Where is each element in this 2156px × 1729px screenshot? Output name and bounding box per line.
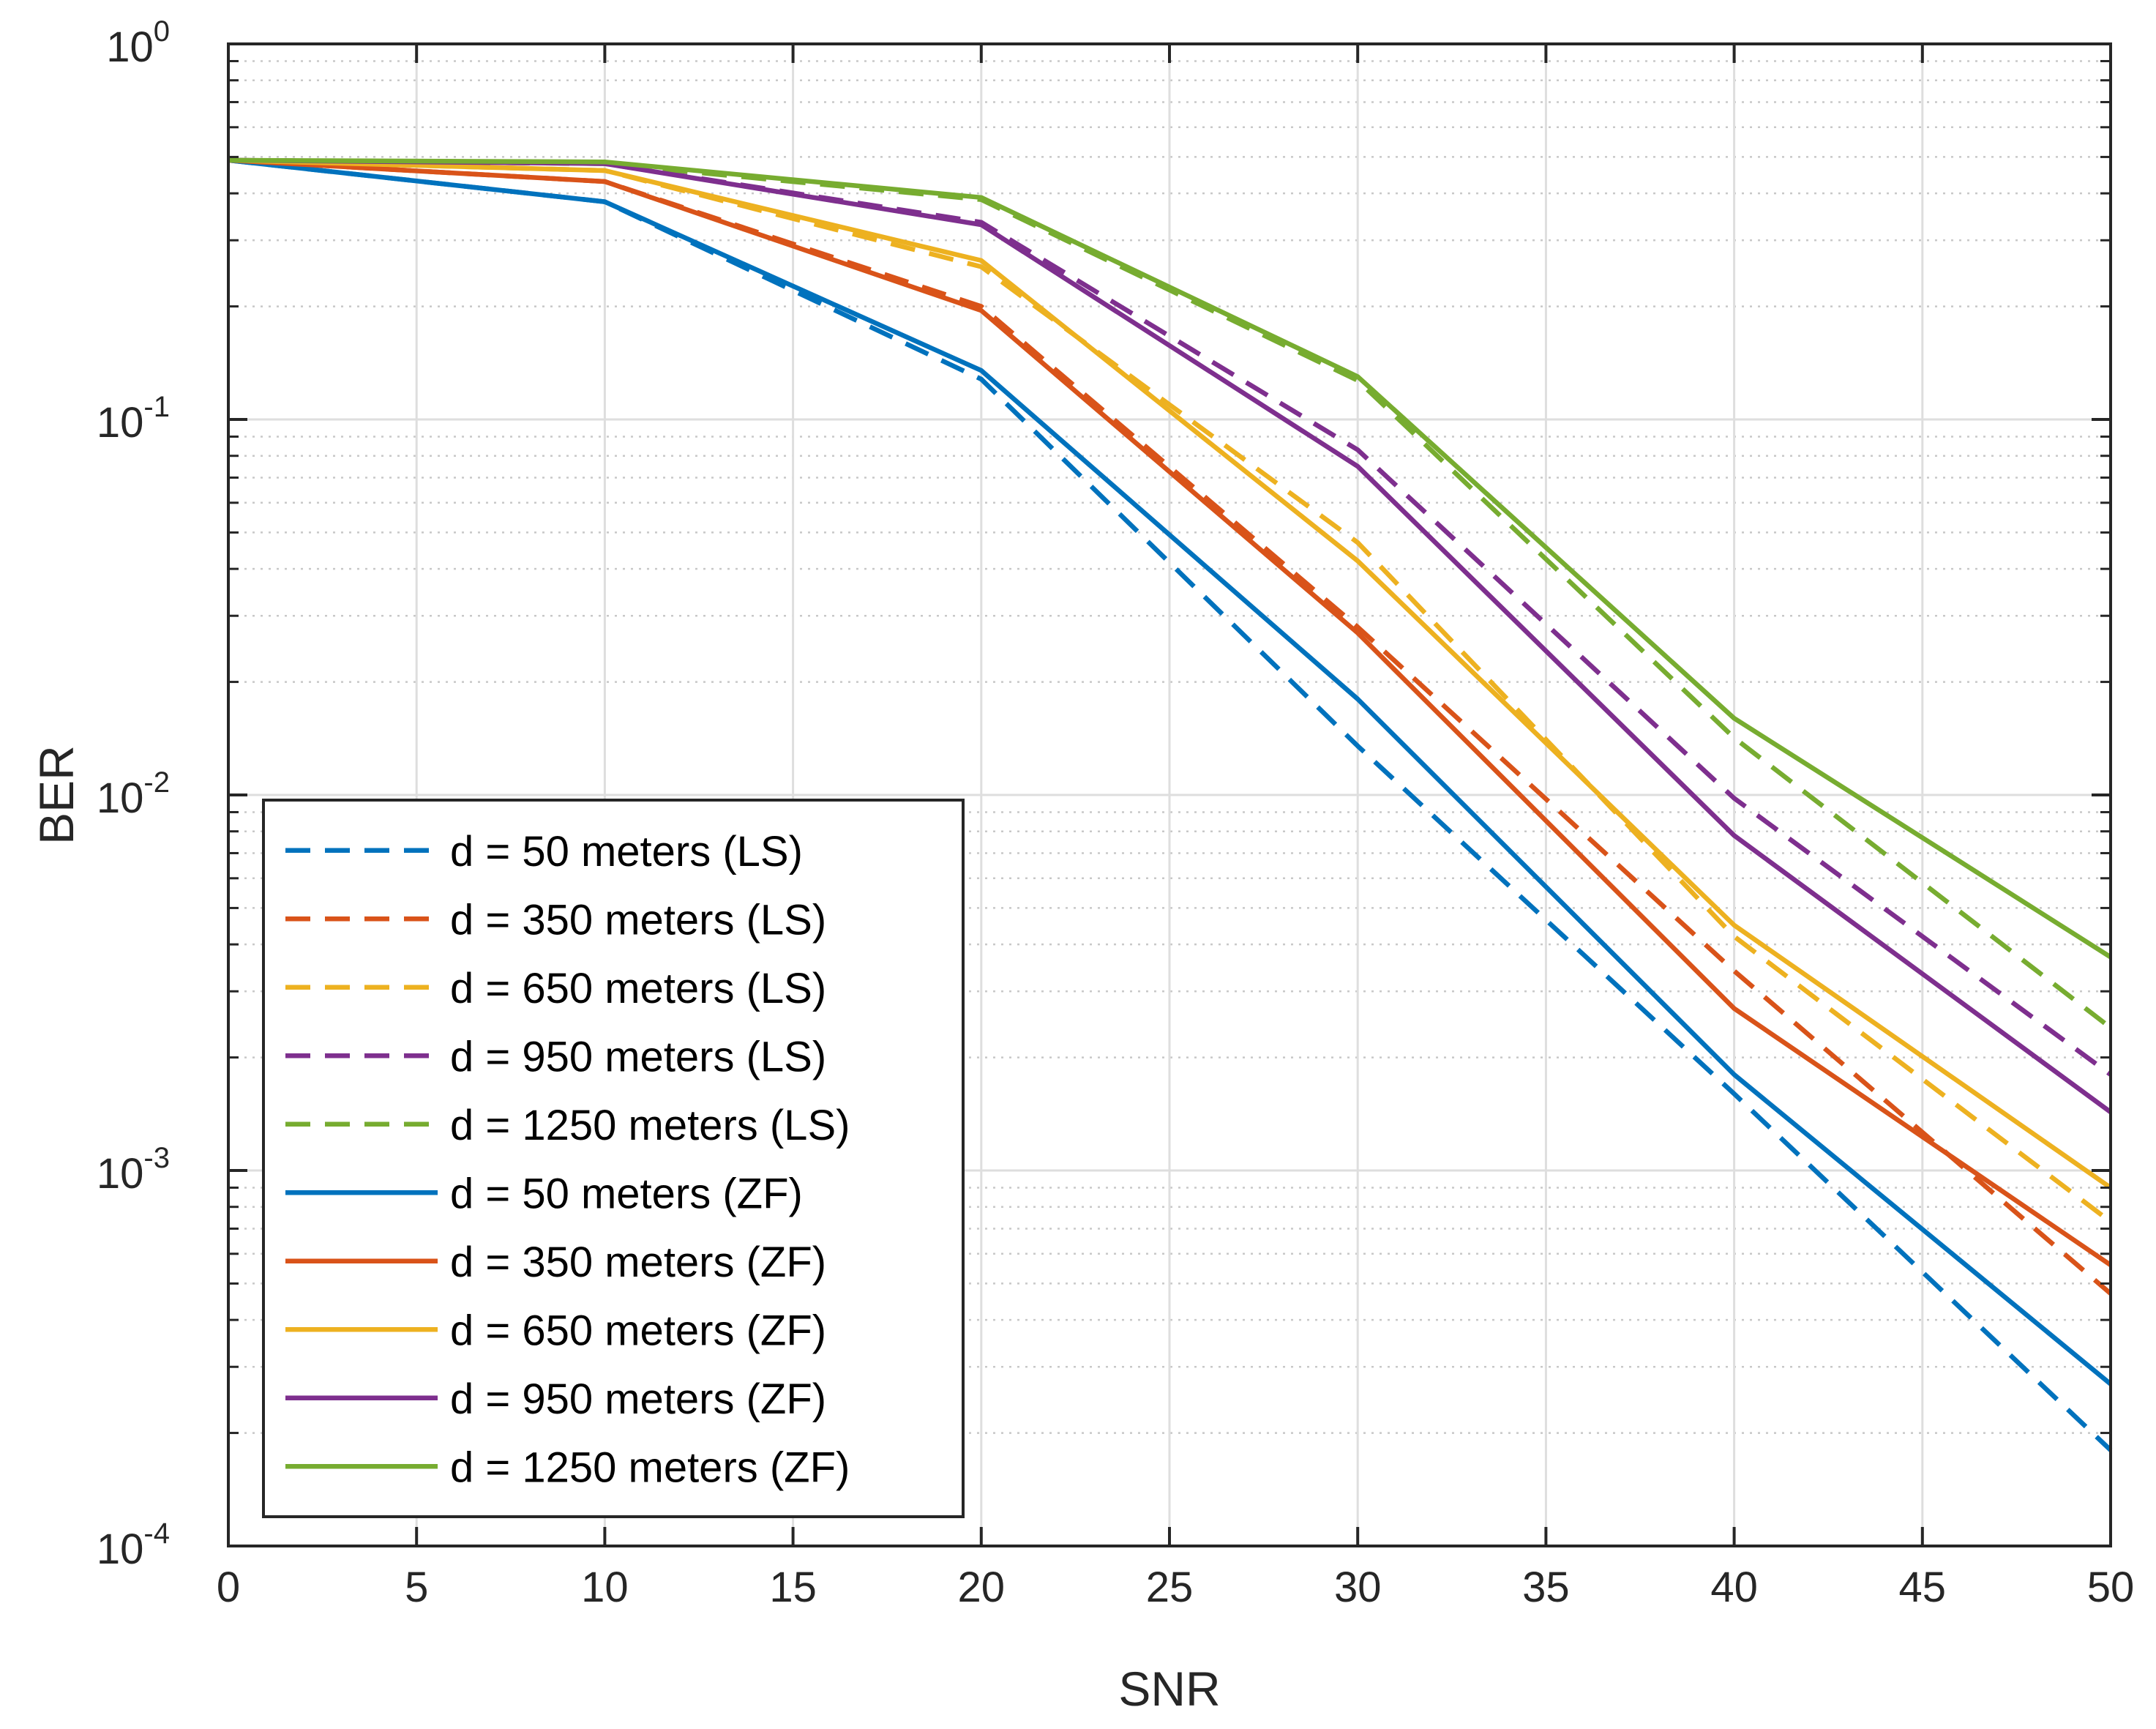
x-tick-label: 50 <box>2087 1564 2135 1611</box>
x-tick-label: 0 <box>217 1564 240 1611</box>
x-tick-label: 35 <box>1522 1564 1570 1611</box>
legend-label-6: d = 50 meters (ZF) <box>450 1170 803 1217</box>
y-tick-label: 10-2 <box>97 766 170 822</box>
x-tick-label: 40 <box>1710 1564 1758 1611</box>
series-line-3 <box>228 157 2112 1224</box>
legend: d = 50 meters (LS) d = 350 meters (LS) d =… <box>262 799 965 1518</box>
series-line-8 <box>228 157 2112 1190</box>
y-tick-labels: 100 10-1 10-2 10-3 10-4 <box>97 15 170 1573</box>
x-tick-label: 20 <box>958 1564 1006 1611</box>
x-tick-label: 5 <box>405 1564 428 1611</box>
legend-label-8: d = 650 meters (ZF) <box>450 1307 826 1354</box>
series-line-5 <box>228 157 2112 1030</box>
x-tick-label: 15 <box>769 1564 817 1611</box>
series-lines <box>228 157 2113 1452</box>
x-axis-title: SNR <box>1118 1662 1220 1716</box>
x-tick-label: 25 <box>1146 1564 1194 1611</box>
x-tick-label: 45 <box>1899 1564 1947 1611</box>
y-tick-label: 100 <box>106 15 170 71</box>
legend-label-4: d = 950 meters (LS) <box>450 1033 826 1080</box>
y-axis-title: BER <box>29 745 83 845</box>
legend-label-3: d = 650 meters (LS) <box>450 965 826 1012</box>
y-tick-label: 10-4 <box>97 1517 170 1573</box>
series-line-2 <box>228 157 2113 1296</box>
y-tick-label: 10-3 <box>97 1142 170 1198</box>
legend-label-5: d = 1250 meters (LS) <box>450 1102 850 1149</box>
series-line-6 <box>228 157 2113 1386</box>
series-line-7 <box>228 157 2112 1267</box>
x-tick-labels: 0 5 10 15 20 25 30 35 40 45 50 <box>217 1564 2134 1611</box>
series-line-10 <box>228 157 2112 960</box>
series-line-1 <box>228 157 2113 1452</box>
legend-label-10: d = 1250 meters (ZF) <box>450 1444 850 1491</box>
x-tick-label: 30 <box>1334 1564 1382 1611</box>
axis-ticks <box>227 42 2112 1547</box>
x-tick-label: 10 <box>581 1564 629 1611</box>
legend-label-7: d = 350 meters (ZF) <box>450 1239 826 1286</box>
y-tick-label: 10-1 <box>97 391 170 447</box>
legend-label-9: d = 950 meters (ZF) <box>450 1375 826 1423</box>
legend-label-2: d = 350 meters (LS) <box>450 896 826 944</box>
legend-label-1: d = 50 meters (LS) <box>450 828 803 875</box>
series-line-4 <box>228 157 2112 1077</box>
